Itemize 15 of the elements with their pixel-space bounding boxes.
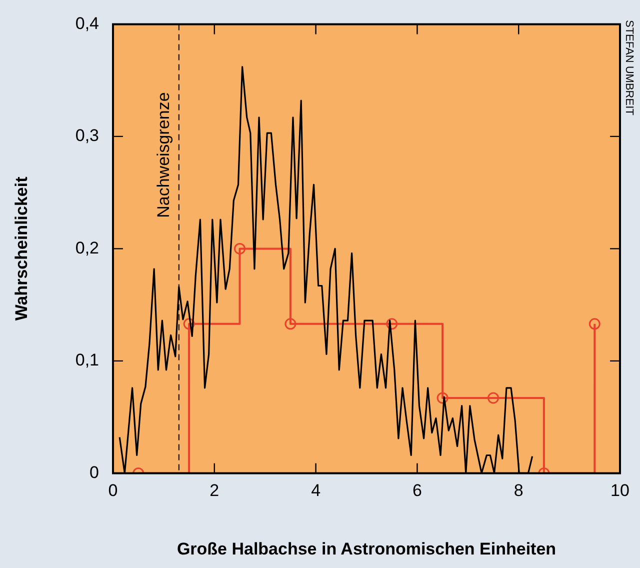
x-tick-label: 4 — [311, 481, 321, 500]
x-tick-label: 10 — [610, 481, 630, 500]
y-axis-title: Wahrscheinlickeit — [12, 176, 31, 321]
x-tick-label: 6 — [412, 481, 422, 500]
text: STEFAN UMBREIT — [623, 20, 635, 116]
y-tick-label: 0,2 — [75, 238, 99, 258]
y-tick-label: 0,1 — [75, 350, 99, 370]
x-tick-label: 2 — [210, 481, 220, 500]
ref-line-label: Nachweisgrenze — [154, 92, 174, 218]
x-tick-label: 0 — [108, 481, 118, 500]
y-tick-label: 0,3 — [75, 126, 99, 146]
y-tick-label: 0,4 — [75, 14, 99, 33]
x-tick-label: 8 — [514, 481, 524, 500]
x-axis-title: Große Halbachse in Astronomischen Einheiten — [176, 539, 556, 558]
y-tick-label: 0 — [90, 462, 99, 482]
